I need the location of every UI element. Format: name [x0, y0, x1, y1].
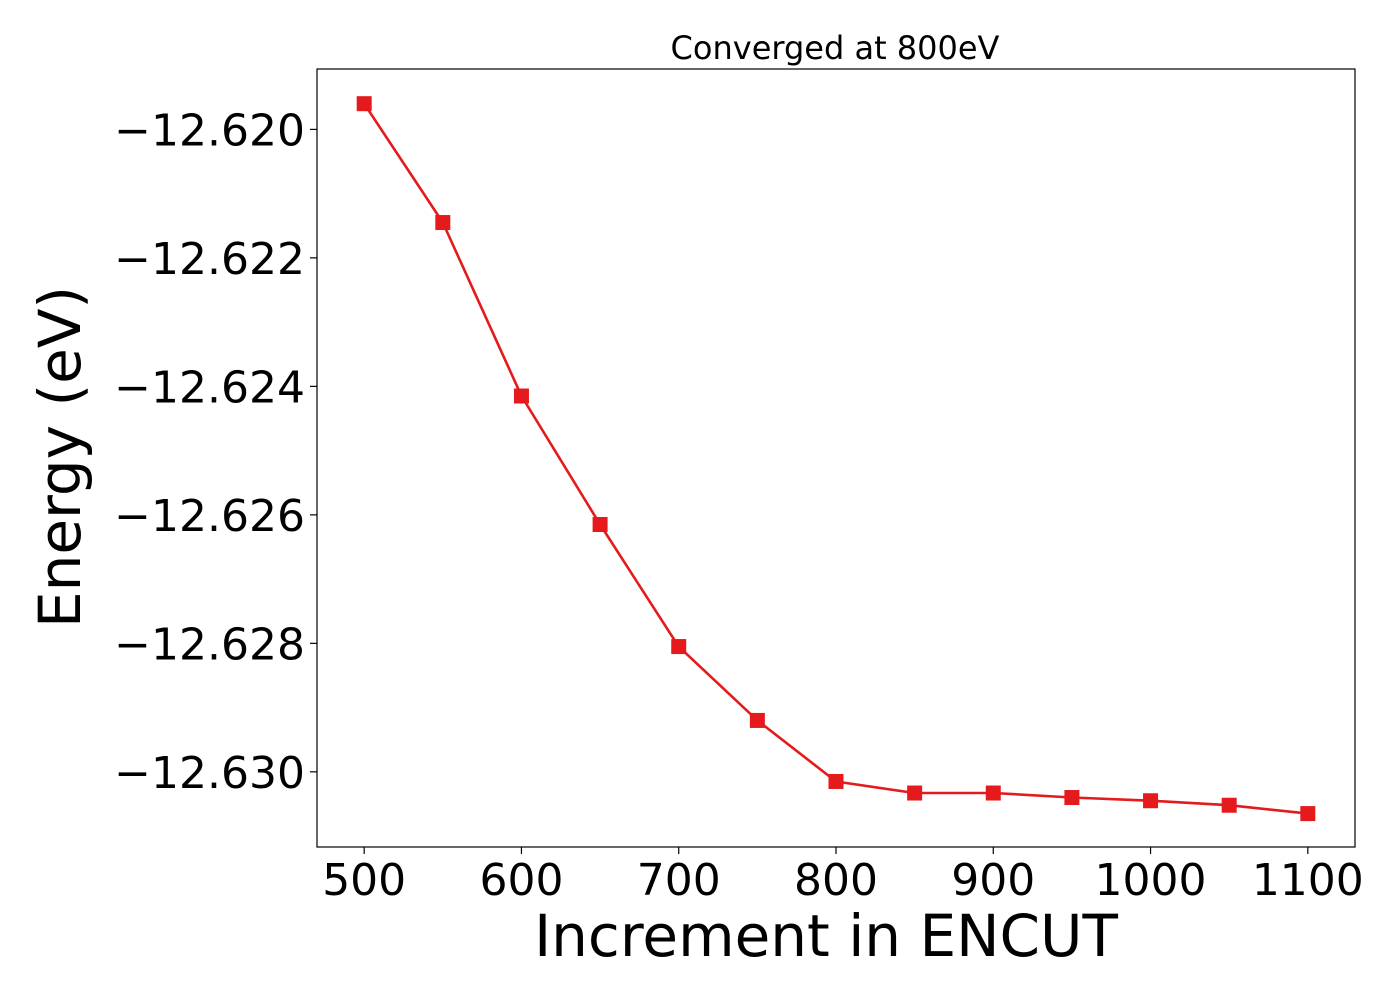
y-tick-label-3: −12.626: [114, 491, 305, 542]
x-tick-label-900: 900: [951, 855, 1035, 906]
x-tick-label-1100: 1100: [1252, 855, 1364, 906]
series-line-0: [364, 104, 1308, 814]
data-point-950: [1064, 790, 1079, 805]
energy-convergence-chart: Converged at 800eV 500 600 700 800 900 1000 11…: [0, 0, 1400, 1000]
y-tick-label-2: −12.624: [114, 362, 305, 413]
data-point-1000: [1143, 793, 1158, 808]
plot-frame: [317, 69, 1355, 847]
y-axis-title: Energy (eV): [26, 286, 94, 628]
data-point-600: [514, 389, 529, 404]
y-tick-label-0: −12.620: [114, 105, 305, 156]
data-point-650: [593, 517, 608, 532]
chart-title: Converged at 800eV: [671, 29, 1000, 67]
x-tick-label-800: 800: [794, 855, 878, 906]
y-tick-label-5: −12.630: [114, 748, 305, 799]
y-tick-label-1: −12.622: [114, 234, 305, 285]
data-point-750: [750, 713, 765, 728]
x-tick-label-500: 500: [322, 855, 406, 906]
x-tick-label-1000: 1000: [1095, 855, 1207, 906]
plot-area: 500 600 700 800 900 1000 1100 −12.620 −12.622 −12…: [114, 69, 1364, 906]
y-tick-label-4: −12.628: [114, 619, 305, 670]
x-axis-title: Increment in ENCUT: [534, 902, 1118, 970]
data-point-550: [435, 215, 450, 230]
data-point-500: [357, 96, 372, 111]
data-point-850: [907, 786, 922, 801]
data-point-700: [671, 639, 686, 654]
data-point-1100: [1300, 806, 1315, 821]
data-point-900: [986, 786, 1001, 801]
x-tick-label-600: 600: [479, 855, 563, 906]
data-point-1050: [1222, 798, 1237, 813]
x-tick-label-700: 700: [637, 855, 721, 906]
data-point-800: [829, 774, 844, 789]
